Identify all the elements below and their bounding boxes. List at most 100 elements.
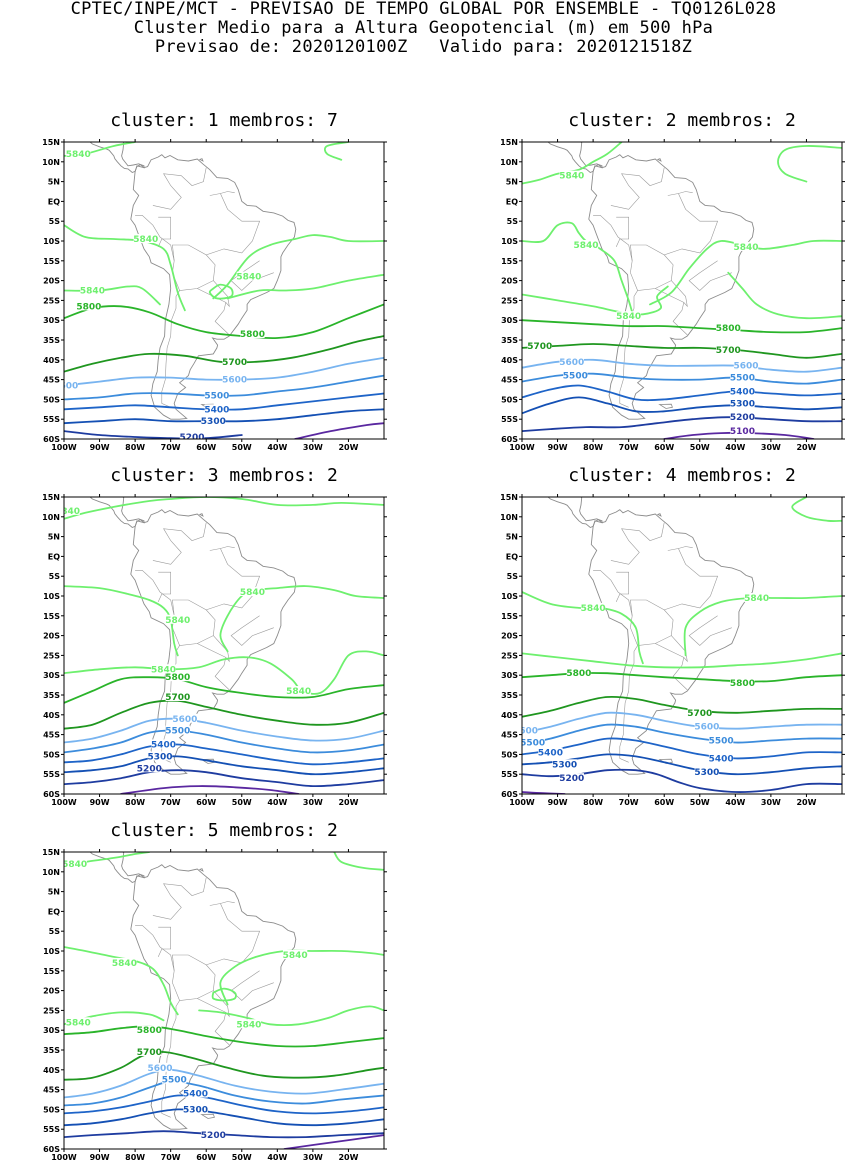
contour-label-bg	[559, 170, 584, 180]
contour-label-bg	[151, 739, 176, 749]
contour-label-bg	[616, 311, 641, 321]
lon-tick-label: 60W	[654, 443, 674, 452]
contour-label: 5100	[730, 427, 755, 437]
contour-label-bg	[716, 323, 741, 333]
lat-tick-label: 55S	[43, 415, 60, 424]
country-border	[593, 215, 633, 261]
contour-5840	[212, 234, 384, 300]
contour-5840	[333, 852, 384, 871]
contour-label-bg	[80, 285, 105, 295]
contour-label-bg	[538, 747, 563, 757]
lon-tick-label: 100W	[51, 1153, 77, 1162]
contour-5840	[226, 273, 384, 300]
lat-tick-label: 15N	[500, 138, 518, 147]
contour-label: 5840	[573, 241, 598, 251]
panel-title: cluster: 1 membros: 7	[64, 110, 384, 132]
contour-label: 5600	[559, 358, 584, 368]
contour-label: 5400	[204, 405, 229, 415]
island-outline	[200, 1113, 215, 1119]
lat-tick-label: 35S	[501, 336, 518, 345]
country-border	[667, 546, 693, 551]
contour-label: 5840	[240, 588, 265, 598]
contour-5840	[791, 497, 842, 522]
lon-tick-label: 30W	[761, 443, 781, 452]
contour-label: 5840	[733, 243, 758, 253]
lon-tick-label: 60W	[196, 443, 216, 452]
contour-label-bg	[573, 239, 599, 249]
lat-tick-label: 10S	[43, 592, 60, 601]
contour-label-bg	[204, 390, 230, 400]
lat-tick-label: 35S	[43, 1046, 60, 1055]
contour-5840	[64, 224, 186, 312]
panel-cluster-number: 4	[665, 465, 677, 486]
lon-tick-label: 50W	[690, 443, 710, 452]
lat-tick-label: 5N	[48, 533, 60, 542]
contour-5800	[64, 676, 384, 704]
lat-tick-label: 35S	[501, 691, 518, 700]
contour-label-bg	[133, 234, 158, 244]
lon-tick-label: 30W	[761, 798, 781, 807]
lat-tick-label: 15S	[501, 612, 518, 621]
contour-label: 5400	[538, 748, 563, 758]
country-border	[664, 548, 719, 611]
panel-members-label: membros:	[229, 820, 317, 841]
panel-title-prefix: cluster:	[568, 465, 655, 486]
lat-tick-label: 50S	[43, 395, 60, 404]
contour-label-bg	[165, 691, 190, 701]
plot-frame	[63, 141, 385, 440]
country-border	[152, 877, 207, 920]
contour-label: 5400	[730, 387, 755, 397]
country-border	[172, 599, 216, 646]
contour-label: 5200	[201, 1131, 226, 1141]
island-outline	[198, 513, 204, 517]
lat-tick-label: 55S	[43, 1125, 60, 1134]
contour-label-bg	[183, 1088, 208, 1098]
country-border	[135, 925, 175, 971]
country-border	[172, 244, 216, 291]
lon-tick-label: 30W	[303, 443, 323, 452]
lon-tick-label: 20W	[796, 443, 816, 452]
contour-label: 5700	[527, 342, 552, 352]
country-border	[688, 615, 732, 646]
contour-label: 5300	[694, 768, 719, 778]
lat-tick-label: 5S	[49, 217, 61, 226]
lat-tick-label: 25S	[43, 651, 60, 660]
island-outline	[658, 403, 673, 409]
lon-tick-label: 90W	[90, 1153, 110, 1162]
panel-members-label: membros:	[687, 110, 775, 131]
contour-5800	[64, 303, 384, 340]
contour-label: 5840	[112, 959, 137, 969]
contour-5600	[64, 717, 384, 744]
contour-label-bg	[222, 356, 247, 366]
country-border	[157, 926, 171, 958]
figure-header: CPTEC/INPE/MCT - PREVISAO DE TEMPO GLOBA…	[0, 0, 847, 57]
contour-label: 5800	[76, 302, 101, 312]
lat-tick-label: 50S	[43, 750, 60, 759]
country-border	[610, 522, 665, 565]
contour-label-bg	[286, 686, 311, 696]
lon-tick-label: 20W	[338, 443, 358, 452]
contour-5500	[64, 1080, 384, 1107]
cluster-panel-1: cluster: 1 membros: 7 5840 5840 5840 5840 580…	[0, 110, 400, 452]
lat-tick-label: 15S	[43, 257, 60, 266]
panel-cluster-number: 1	[207, 110, 219, 131]
contour-label-bg	[147, 751, 173, 761]
contour-label: 5200	[137, 764, 162, 774]
contour-label-bg	[183, 1104, 208, 1114]
contour-label: 5840	[236, 273, 261, 283]
contour-label-bg	[64, 505, 80, 515]
lon-tick-label: 40W	[267, 798, 287, 807]
contour-label-bg	[240, 329, 265, 339]
country-border	[667, 191, 693, 196]
contour-label: 5600	[172, 715, 197, 725]
map-plot: 5840 5840 5840 5840 5800 5800 5700 5600 5600 5500…	[42, 138, 387, 452]
country-border	[206, 903, 261, 966]
contour-label: 5300	[183, 1105, 208, 1115]
contour-label-bg	[694, 721, 720, 731]
contour-label: 5800	[730, 679, 755, 689]
continent-outline	[130, 154, 297, 420]
lat-tick-label: 35S	[43, 336, 60, 345]
lat-tick-label: 30S	[501, 671, 518, 680]
contour-label: 5600	[222, 376, 247, 386]
